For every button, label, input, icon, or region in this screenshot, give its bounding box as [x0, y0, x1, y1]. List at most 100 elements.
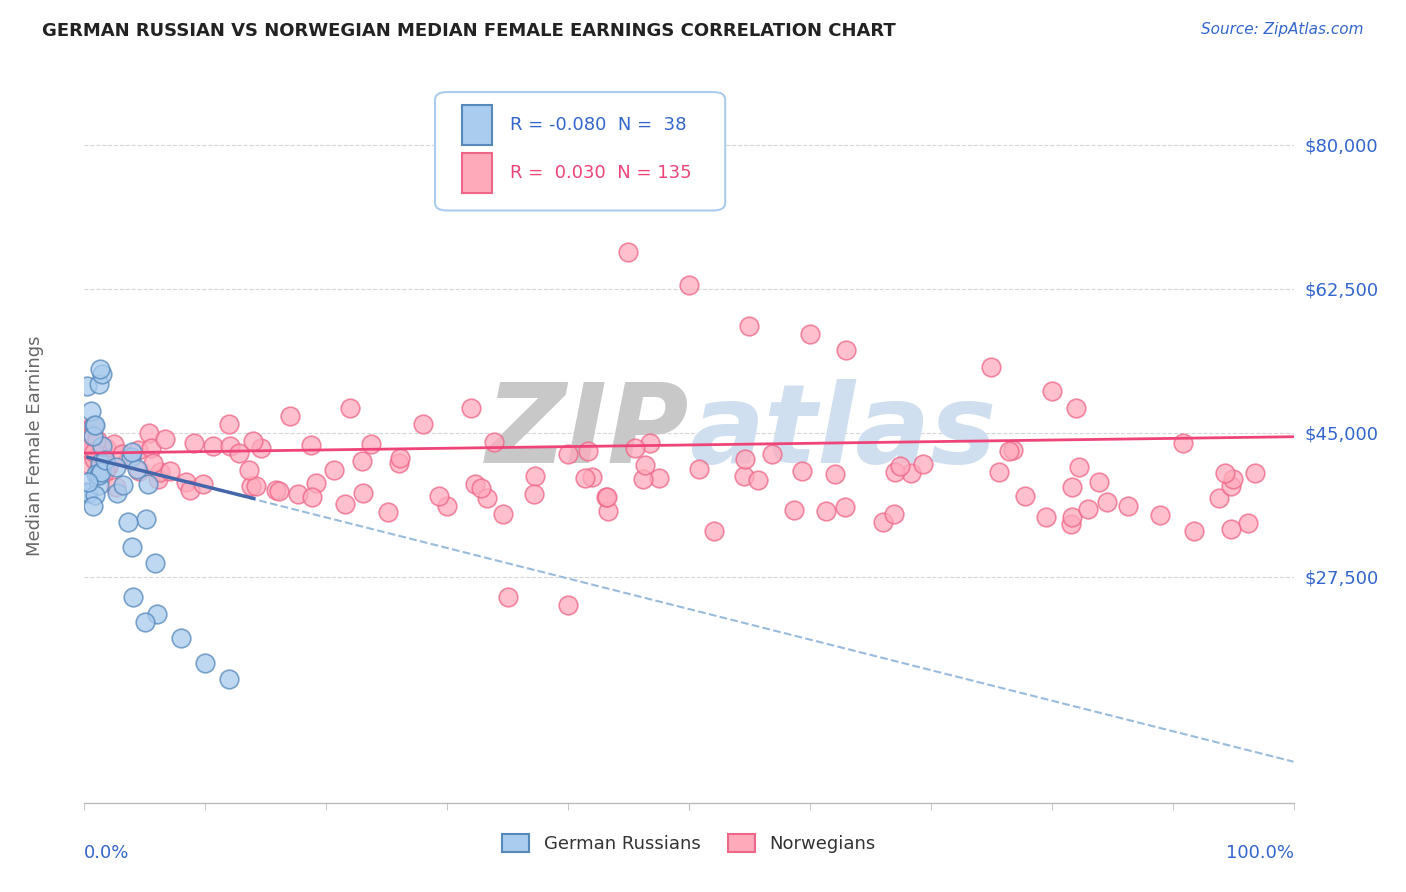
Point	[91, 452, 114, 467]
Point	[799, 326, 821, 341]
Point	[136, 477, 159, 491]
Point	[1244, 466, 1267, 480]
Text: Median Female Earnings: Median Female Earnings	[27, 335, 44, 557]
Point	[103, 437, 125, 451]
Point	[80, 404, 103, 418]
Point	[135, 512, 157, 526]
Point	[1208, 491, 1230, 505]
Point	[1035, 509, 1057, 524]
Point	[84, 467, 107, 481]
Point	[389, 451, 412, 466]
Point	[149, 465, 172, 479]
Text: GERMAN RUSSIAN VS NORWEGIAN MEDIAN FEMALE EARNINGS CORRELATION CHART: GERMAN RUSSIAN VS NORWEGIAN MEDIAN FEMAL…	[42, 22, 896, 40]
Point	[86, 468, 108, 483]
Point	[1095, 495, 1118, 509]
Point	[884, 465, 907, 479]
Text: R = -0.080  N =  38: R = -0.080 N = 38	[510, 116, 686, 135]
Point	[228, 446, 250, 460]
Point	[82, 420, 104, 434]
Point	[121, 590, 143, 604]
Point	[574, 471, 596, 485]
Point	[91, 367, 114, 381]
Point	[596, 504, 619, 518]
Point	[267, 483, 290, 498]
Point	[783, 503, 806, 517]
Point	[835, 343, 858, 358]
Point	[94, 464, 117, 478]
Point	[77, 436, 100, 450]
Point	[89, 437, 111, 451]
Legend: German Russians, Norwegians: German Russians, Norwegians	[495, 827, 883, 861]
Point	[146, 472, 169, 486]
Point	[872, 515, 894, 529]
Point	[159, 465, 181, 479]
Point	[117, 515, 139, 529]
Point	[678, 277, 700, 292]
Point	[889, 458, 911, 473]
Point	[1001, 443, 1024, 458]
Point	[179, 483, 201, 497]
Point	[201, 439, 224, 453]
Text: atlas: atlas	[689, 379, 997, 486]
Point	[911, 457, 934, 471]
Point	[183, 436, 205, 450]
Point	[524, 469, 547, 483]
Point	[738, 318, 761, 333]
Point	[219, 439, 242, 453]
Point	[111, 447, 134, 461]
Point	[104, 479, 127, 493]
Point	[595, 490, 617, 504]
Point	[83, 417, 105, 432]
Point	[1040, 384, 1063, 399]
Point	[1060, 480, 1083, 494]
Point	[120, 450, 142, 464]
Point	[576, 444, 599, 458]
Point	[1220, 479, 1243, 493]
Point	[80, 428, 103, 442]
Point	[97, 458, 120, 473]
Point	[278, 409, 301, 424]
Point	[360, 436, 382, 450]
Point	[998, 443, 1021, 458]
Point	[287, 487, 309, 501]
Point	[703, 524, 725, 538]
Text: R =  0.030  N = 135: R = 0.030 N = 135	[510, 164, 692, 183]
Point	[94, 452, 117, 467]
Point	[790, 464, 813, 478]
Point	[128, 464, 150, 478]
Point	[84, 436, 107, 450]
Point	[82, 499, 104, 513]
Point	[301, 490, 323, 504]
Point	[83, 445, 105, 459]
Point	[121, 445, 143, 459]
Point	[238, 462, 260, 476]
Point	[333, 497, 356, 511]
Point	[733, 469, 755, 483]
Point	[77, 457, 100, 471]
Point	[436, 499, 458, 513]
Point	[194, 656, 217, 670]
Point	[1220, 522, 1243, 536]
FancyBboxPatch shape	[461, 104, 492, 145]
Point	[138, 426, 160, 441]
Point	[127, 462, 149, 476]
Point	[96, 459, 118, 474]
Point	[94, 442, 117, 456]
Point	[557, 447, 579, 461]
Point	[634, 458, 657, 472]
Point	[91, 465, 114, 479]
Point	[240, 479, 263, 493]
Text: 0.0%: 0.0%	[84, 844, 129, 862]
Point	[824, 467, 846, 482]
Point	[377, 505, 399, 519]
Point	[127, 442, 149, 457]
Point	[266, 483, 288, 497]
Point	[412, 417, 434, 432]
Point	[1067, 459, 1090, 474]
Point	[388, 456, 411, 470]
Point	[1060, 509, 1083, 524]
Point	[648, 470, 671, 484]
FancyBboxPatch shape	[461, 153, 492, 194]
Point	[143, 556, 166, 570]
Point	[91, 439, 114, 453]
